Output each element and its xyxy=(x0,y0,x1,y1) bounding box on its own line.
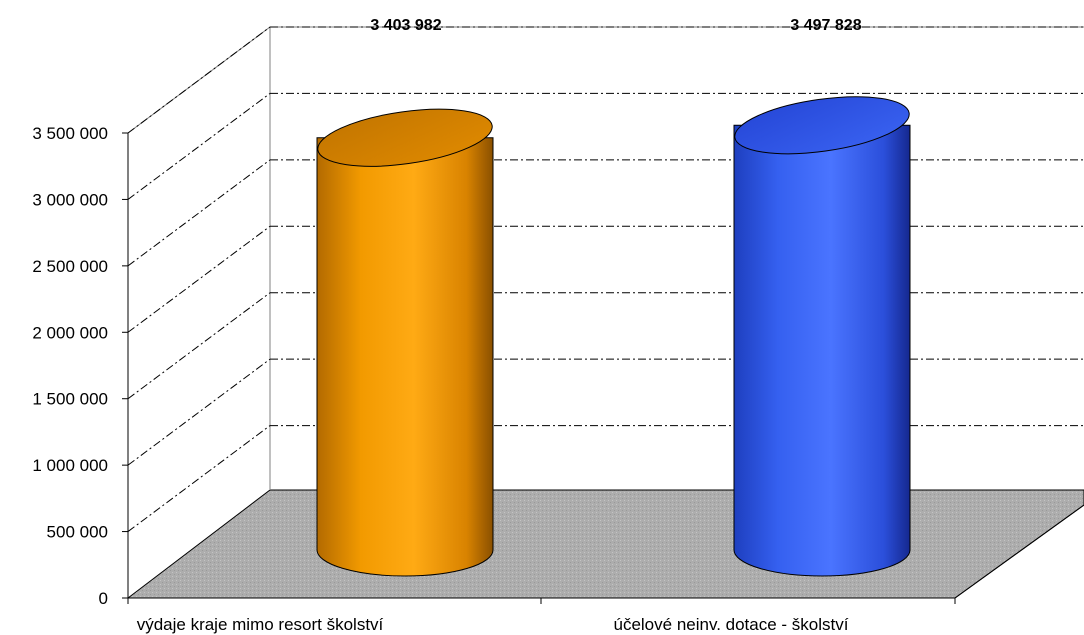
y-tick-label: 500 000 xyxy=(47,523,108,542)
gridline-side xyxy=(127,292,271,400)
chart-floor xyxy=(126,489,1084,599)
y-tick-label: 1 000 000 xyxy=(32,456,108,475)
data-label: 3 403 982 xyxy=(370,17,441,34)
gridline-side xyxy=(127,225,271,333)
gridlines xyxy=(127,26,1084,532)
bars xyxy=(316,96,911,577)
category-label: účelové neinv. dotace - školství xyxy=(614,615,849,634)
y-tick-label: 2 000 000 xyxy=(32,323,108,342)
bar-top xyxy=(734,96,910,155)
gridline-side xyxy=(127,159,271,267)
gridline-side xyxy=(127,26,271,134)
category-label: výdaje kraje mimo resort školství xyxy=(137,615,384,634)
y-tick-label: 1 500 000 xyxy=(32,390,108,409)
bar-body xyxy=(316,137,494,577)
y-tick-label: 3 500 000 xyxy=(32,124,108,143)
bar-body xyxy=(733,124,911,577)
bar-top xyxy=(317,108,493,167)
y-tick-label: 2 500 000 xyxy=(32,257,108,276)
floor-right-edge xyxy=(954,504,1084,599)
gridline-side xyxy=(127,358,271,466)
bar xyxy=(316,108,494,577)
bar xyxy=(733,96,911,577)
gridline-side xyxy=(127,425,271,532)
y-tick-label: 0 xyxy=(99,589,108,608)
gridline-side xyxy=(127,93,271,200)
y-tick-label: 3 000 000 xyxy=(32,190,108,209)
y-axis: 0 500 000 1 000 000 1 500 000 2 000 000 2 500… xyxy=(32,124,129,608)
data-label: 3 497 828 xyxy=(790,17,861,34)
